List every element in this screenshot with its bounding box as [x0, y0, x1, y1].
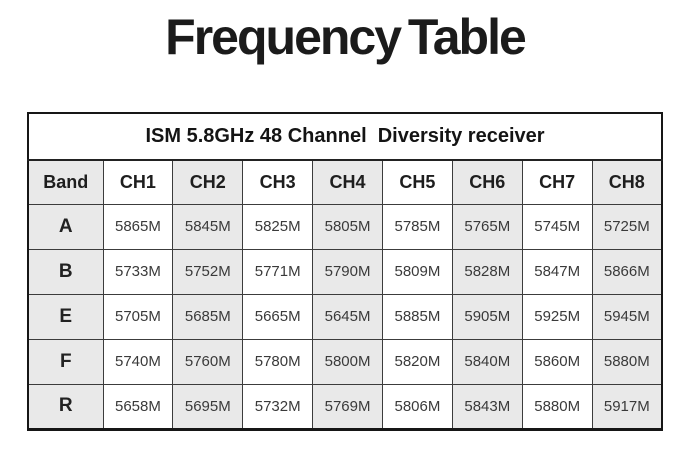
frequency-cell: 5769M [312, 383, 383, 430]
column-header-row: Band CH1 CH2 CH3 CH4 CH5 CH6 CH7 CH8 [27, 159, 663, 205]
frequency-cell: 5785M [382, 203, 453, 250]
frequency-cell: 5860M [521, 338, 593, 385]
table-body: A 5865M 5845M 5825M 5805M 5785M 5765M 5745M 5725… [27, 203, 663, 430]
table-row: B 5733M 5752M 5771M 5790M 5809M 5828M 5847M 5866… [27, 248, 663, 295]
frequency-cell: 5820M [382, 338, 453, 385]
frequency-cell: 5825M [242, 203, 314, 250]
channel-column-header: CH3 [242, 159, 314, 205]
channel-column-header: CH8 [591, 159, 663, 205]
frequency-cell: 5780M [242, 338, 314, 385]
table-row: F 5740M 5760M 5780M 5800M 5820M 5840M 5860M 5880… [27, 338, 663, 385]
frequency-cell: 5685M [172, 293, 244, 340]
frequency-cell: 5945M [591, 293, 663, 340]
band-cell: E [27, 293, 104, 340]
frequency-cell: 5658M [102, 383, 174, 430]
channel-column-header: CH7 [521, 159, 593, 205]
frequency-cell: 5866M [591, 248, 663, 295]
band-cell: B [27, 248, 104, 295]
frequency-cell: 5917M [591, 383, 663, 430]
channel-column-header: CH5 [382, 159, 453, 205]
frequency-cell: 5771M [242, 248, 314, 295]
band-cell: F [27, 338, 104, 385]
frequency-cell: 5790M [312, 248, 383, 295]
frequency-cell: 5880M [521, 383, 593, 430]
frequency-cell: 5732M [242, 383, 314, 430]
page-title: Frequency Table [165, 9, 527, 65]
frequency-cell: 5845M [172, 203, 244, 250]
frequency-cell: 5843M [451, 383, 523, 430]
table-caption-row: ISM 5.8GHz 48 Channel Diversity receiver [27, 112, 663, 161]
frequency-cell: 5840M [451, 338, 523, 385]
band-cell: R [27, 383, 104, 430]
frequency-cell: 5880M [591, 338, 663, 385]
table-caption: ISM 5.8GHz 48 Channel Diversity receiver [27, 112, 663, 161]
frequency-cell: 5809M [382, 248, 453, 295]
frequency-cell: 5847M [521, 248, 593, 295]
frequency-cell: 5695M [172, 383, 244, 430]
frequency-cell: 5805M [312, 203, 383, 250]
frequency-cell: 5733M [102, 248, 174, 295]
frequency-cell: 5800M [312, 338, 383, 385]
table-row: R 5658M 5695M 5732M 5769M 5806M 5843M 5880M 5917… [27, 383, 663, 430]
table-row: A 5865M 5845M 5825M 5805M 5785M 5765M 5745M 5725… [27, 203, 663, 250]
table-row: E 5705M 5685M 5665M 5645M 5885M 5905M 5925M 5945… [27, 293, 663, 340]
frequency-cell: 5740M [102, 338, 174, 385]
band-cell: A [27, 203, 104, 250]
frequency-table: ISM 5.8GHz 48 Channel Diversity receiver… [27, 112, 663, 431]
frequency-cell: 5828M [451, 248, 523, 295]
frequency-cell: 5745M [521, 203, 593, 250]
frequency-cell: 5665M [242, 293, 314, 340]
frequency-cell: 5865M [102, 203, 174, 250]
frequency-cell: 5806M [382, 383, 453, 430]
band-column-header: Band [27, 159, 104, 205]
frequency-cell: 5752M [172, 248, 244, 295]
frequency-cell: 5765M [451, 203, 523, 250]
frequency-cell: 5705M [102, 293, 174, 340]
frequency-cell: 5885M [382, 293, 453, 340]
frequency-cell: 5760M [172, 338, 244, 385]
channel-column-header: CH6 [451, 159, 523, 205]
channel-column-header: CH1 [102, 159, 174, 205]
frequency-cell: 5725M [591, 203, 663, 250]
channel-column-header: CH4 [312, 159, 383, 205]
table-head: ISM 5.8GHz 48 Channel Diversity receiver… [27, 112, 663, 205]
frequency-cell: 5645M [312, 293, 383, 340]
frequency-cell: 5925M [521, 293, 593, 340]
frequency-cell: 5905M [451, 293, 523, 340]
channel-column-header: CH2 [172, 159, 244, 205]
